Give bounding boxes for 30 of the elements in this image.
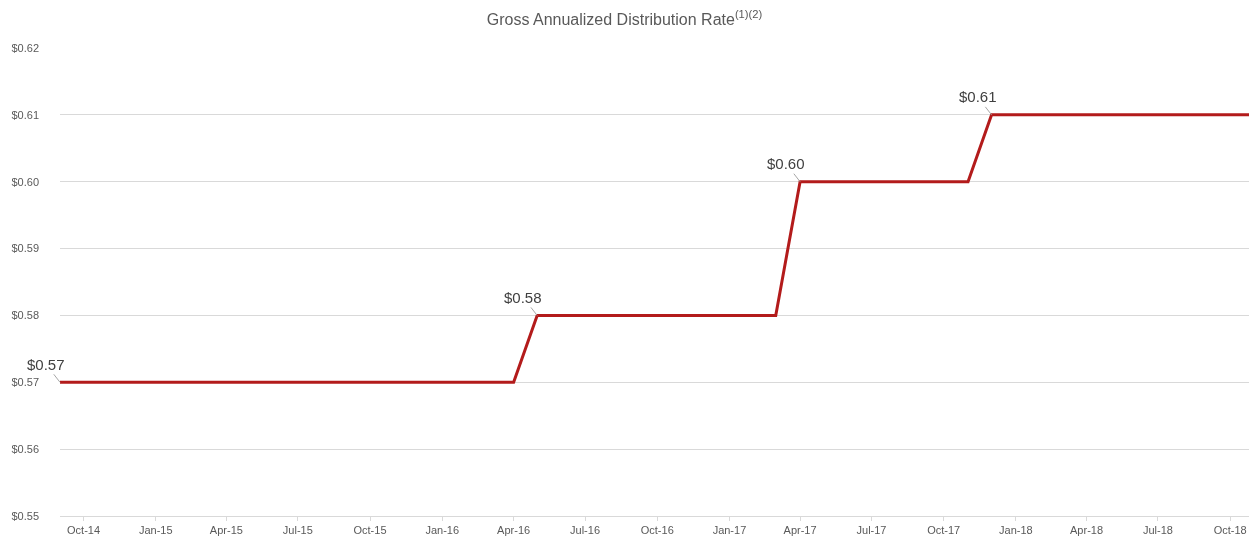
y-tick-label: $0.62 bbox=[11, 41, 39, 54]
x-tick-label: Apr-18 bbox=[1070, 524, 1104, 537]
y-tick-label: $0.55 bbox=[11, 509, 39, 522]
annotation: $0.57 bbox=[27, 356, 65, 373]
x-tick-label: Apr-16 bbox=[497, 524, 531, 537]
x-tick-label: Jul-18 bbox=[1142, 524, 1173, 537]
x-tick-label: Apr-17 bbox=[783, 524, 817, 537]
x-tick-label: Jan-16 bbox=[425, 524, 460, 537]
y-tick-label: $0.56 bbox=[11, 442, 39, 455]
annotation: $0.60 bbox=[767, 155, 805, 172]
annotation: $0.58 bbox=[504, 289, 542, 306]
x-tick-label: Jul-16 bbox=[570, 524, 601, 537]
x-tick-label: Jan-15 bbox=[138, 524, 173, 537]
x-tick-label: Oct-14 bbox=[67, 524, 101, 537]
x-tick-label: Jul-17 bbox=[856, 524, 887, 537]
y-tick-label: $0.61 bbox=[11, 108, 39, 121]
x-tick-label: Jan-17 bbox=[712, 524, 747, 537]
x-tick-label: Oct-17 bbox=[927, 524, 961, 537]
y-tick-label: $0.60 bbox=[11, 175, 39, 188]
x-tick-label: Oct-15 bbox=[353, 524, 387, 537]
annotation: $0.61 bbox=[959, 88, 997, 105]
y-tick-label: $0.59 bbox=[11, 242, 39, 255]
y-tick-label: $0.58 bbox=[11, 309, 39, 322]
y-tick-label: $0.57 bbox=[11, 376, 39, 389]
x-tick-label: Oct-16 bbox=[640, 524, 674, 537]
x-tick-label: Jul-15 bbox=[282, 524, 313, 537]
x-tick-label: Jan-18 bbox=[999, 524, 1033, 537]
x-tick-label: Oct-18 bbox=[1213, 524, 1247, 537]
chart-title: Gross Annualized Distribution Rate$^{(1)(2)}$ bbox=[486, 8, 763, 29]
x-tick-label: Apr-15 bbox=[209, 524, 243, 537]
